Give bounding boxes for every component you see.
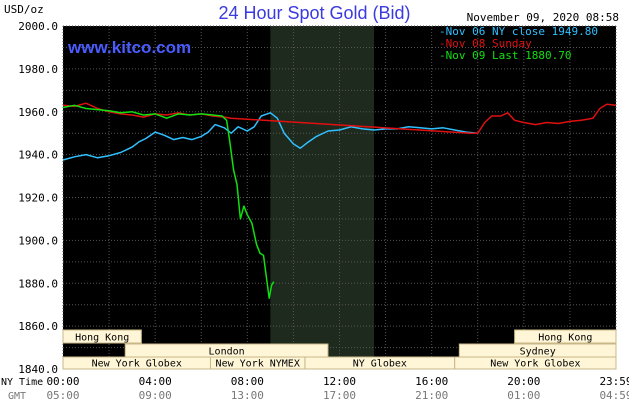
x-tick-label-gmt: 01:00 xyxy=(507,389,540,402)
session-bar: New York Globex xyxy=(454,356,617,370)
y-tick-label: 1920.0 xyxy=(18,192,58,205)
session-bar-label: London xyxy=(209,347,245,358)
session-bar: New York NYMEX xyxy=(209,356,306,370)
session-bar-label: New York NYMEX xyxy=(216,359,300,370)
y-tick-label: 1940.0 xyxy=(18,149,58,162)
y-tick-label: 1900.0 xyxy=(18,234,58,247)
x-tick-label-gmt: 04:59 xyxy=(599,389,629,402)
chart-datetime: November 09, 2020 08:58 xyxy=(466,11,619,24)
x-tick-label-ny: 04:00 xyxy=(139,375,172,388)
session-bar-label: New York Globex xyxy=(490,359,580,370)
y-tick-label: 1960.0 xyxy=(18,106,58,119)
x-tick-label-ny: 12:00 xyxy=(323,375,356,388)
unit-label: USD/oz xyxy=(4,3,44,16)
trading-session-highlight xyxy=(270,26,375,369)
session-bar-label: New York Globex xyxy=(92,359,182,370)
x-tick-label-ny: 08:00 xyxy=(231,375,264,388)
session-bar-label: Hong Kong xyxy=(538,333,592,344)
x-axis-labels: 00:00 04:00 08:00 12:00 16:00 20:00 23:59 05:00… xyxy=(1,375,629,402)
session-bar-label: NY Globex xyxy=(353,359,407,370)
legend-entry: -Nov 06 NY close 1949.80 xyxy=(439,25,598,38)
session-bar-label: Sydney xyxy=(520,347,556,358)
x-tick-label-ny: 23:59 xyxy=(599,375,629,388)
session-bar-label: Hong Kong xyxy=(75,333,129,344)
session-bar: New York Globex xyxy=(62,356,211,370)
price-lines xyxy=(62,102,616,300)
x-tick-label-gmt: 17:00 xyxy=(323,389,356,402)
y-tick-label: 1840.0 xyxy=(18,363,58,376)
session-bar: Hong Kong xyxy=(62,329,142,344)
session-bar-box xyxy=(454,356,617,370)
x-tick-label-ny: 20:00 xyxy=(507,375,540,388)
x-tick-label-ny: 16:00 xyxy=(415,375,448,388)
x-tick-label-gmt: 05:00 xyxy=(46,389,79,402)
y-tick-label: 1880.0 xyxy=(18,277,58,290)
grid-lines xyxy=(62,25,617,370)
x-tick-label-gmt: 09:00 xyxy=(139,389,172,402)
series-line xyxy=(62,104,275,300)
session-bar: NY Globex xyxy=(304,356,456,370)
site-watermark: www.kitco.com xyxy=(67,38,191,57)
session-bar-box xyxy=(514,329,617,344)
y-tick-label: 2000.0 xyxy=(18,20,58,33)
y-tick-label: 1980.0 xyxy=(18,63,58,76)
x-tick-label-ny: 00:00 xyxy=(46,375,79,388)
x-axis-label-ny: NY Time xyxy=(1,377,43,388)
legend: -Nov 06 NY close 1949.80-Nov 08 Sunday-N… xyxy=(439,25,598,62)
legend-entry: -Nov 09 Last 1880.70 xyxy=(439,49,571,62)
y-axis-labels: 2000.0 1980.0 1960.0 1940.0 1920.0 1900.0 1880… xyxy=(18,20,58,376)
x-tick-label-gmt: 13:00 xyxy=(231,389,264,402)
legend-entry: -Nov 08 Sunday xyxy=(439,37,532,50)
session-bar: London xyxy=(124,343,329,358)
session-bar-box xyxy=(62,329,142,344)
session-bar: Hong Kong xyxy=(514,329,617,344)
y-tick-label: 1860.0 xyxy=(18,320,58,333)
session-bar: Sydney xyxy=(458,343,617,358)
x-tick-label-gmt: 21:00 xyxy=(415,389,448,402)
x-axis-label-gmt: GMT xyxy=(8,391,26,402)
chart-title: 24 Hour Spot Gold (Bid) xyxy=(218,3,411,23)
series-line xyxy=(62,102,616,134)
